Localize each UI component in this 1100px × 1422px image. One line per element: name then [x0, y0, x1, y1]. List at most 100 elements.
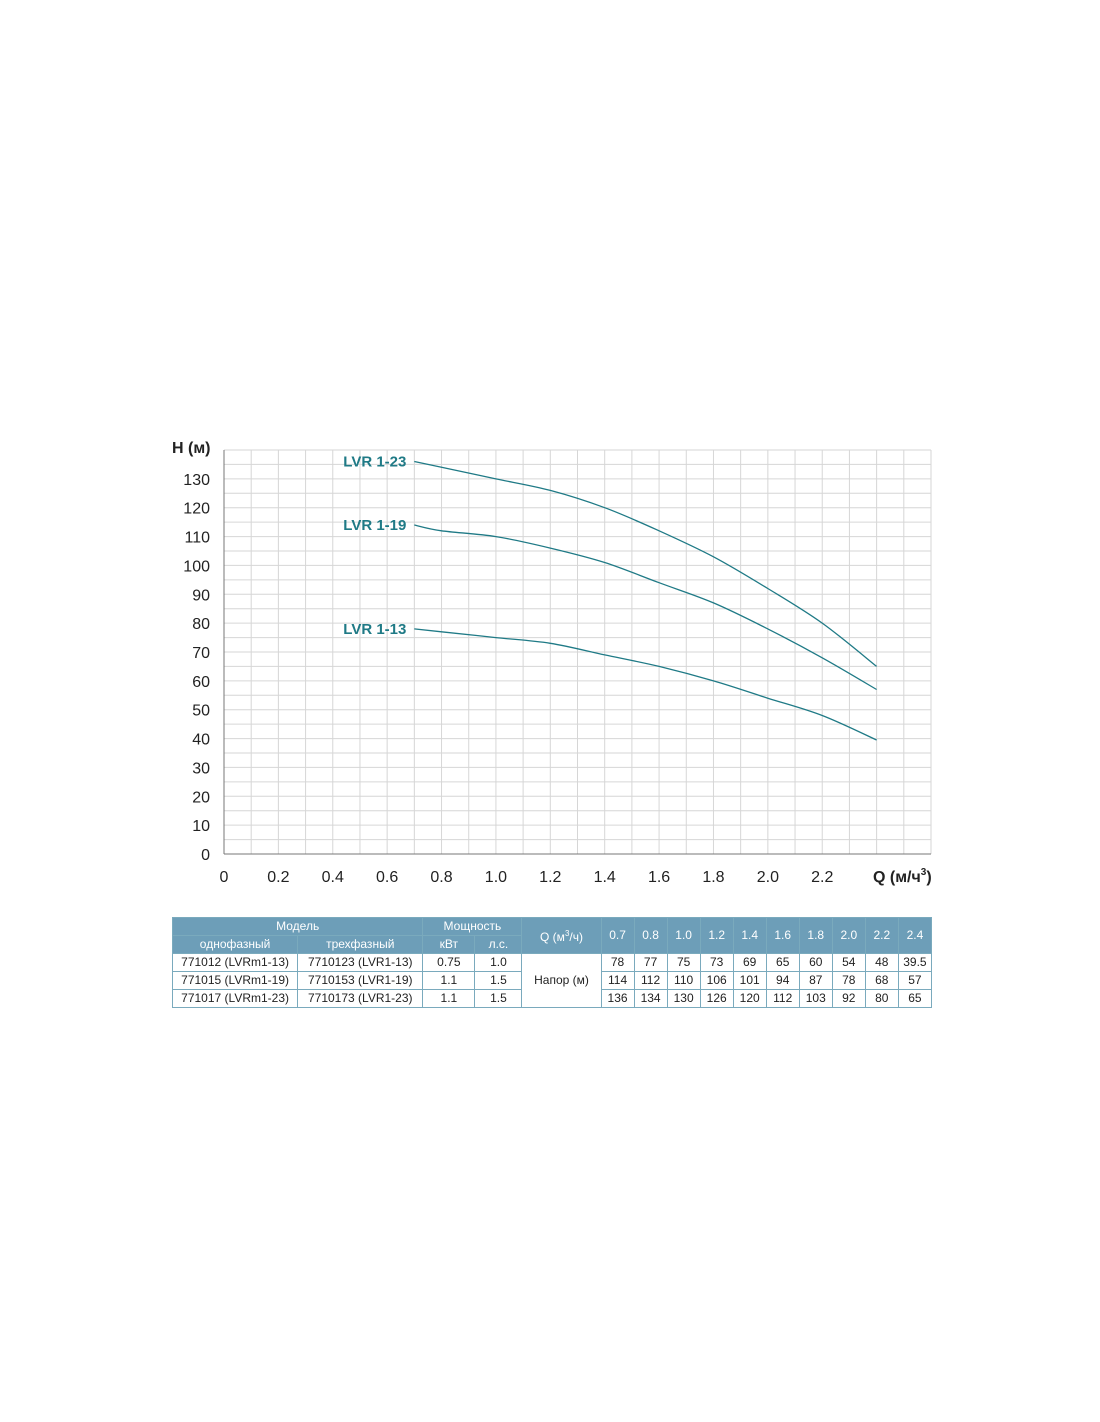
x-axis-title: Q (м/ч3): [873, 867, 932, 886]
kw-header: кВт: [422, 935, 476, 954]
head-value: 78: [600, 953, 635, 972]
y-tick-label: 130: [183, 472, 210, 489]
x-tick-label: 0.8: [430, 869, 452, 886]
x-tick-labels: 0 0.2 0.4 0.6 0.8 1.0 1.2 1.4 1.6 1.8 2.0 2.2: [220, 869, 834, 886]
flow-value-header: 1.2: [699, 917, 734, 954]
three-phase-header: трехфазный: [297, 935, 424, 954]
y-tick-label: 10: [192, 818, 210, 835]
head-value: 77: [633, 953, 668, 972]
y-tick-label: 90: [192, 587, 210, 604]
x-tick-label: 1.6: [648, 869, 670, 886]
head-value: 103: [798, 989, 833, 1008]
x-tick-label: 1.4: [594, 869, 616, 886]
series-curves: [414, 460, 878, 741]
y-tick-label: 20: [192, 789, 210, 806]
x-tick-label: 2.0: [757, 869, 779, 886]
head-value: 80: [864, 989, 899, 1008]
x-tick-label: 0.4: [322, 869, 344, 886]
y-tick-label: 50: [192, 703, 210, 720]
y-tick-label: 100: [183, 558, 210, 575]
x-tick-label: 1.2: [539, 869, 561, 886]
head-value: 112: [633, 971, 668, 990]
y-tick-label: 70: [192, 645, 210, 662]
single-phase-model: 771012 (LVRm1-13): [171, 953, 299, 972]
flow-value-header: 2.4: [897, 917, 933, 954]
head-value: 54: [831, 953, 866, 972]
head-value: 120: [732, 989, 767, 1008]
flow-header: Q (м3/ч): [521, 917, 602, 954]
head-value: 130: [666, 989, 701, 1008]
head-value: 65: [765, 953, 800, 972]
table-row: 771015 (LVRm1-19) 7710153 (LVR1-19) 1.1 …: [171, 971, 933, 990]
flow-value-header: 1.6: [765, 917, 800, 954]
flow-value-header: 1.4: [732, 917, 767, 954]
head-value: 87: [798, 971, 833, 990]
single-phase-model: 771015 (LVRm1-19): [171, 971, 299, 990]
series-line: [414, 524, 877, 691]
y-tick-label: 60: [192, 674, 210, 691]
x-tick-label: 2.2: [811, 869, 833, 886]
y-tick-label: 80: [192, 616, 210, 633]
y-tick-label: 40: [192, 732, 210, 749]
flow-value-header: 2.0: [831, 917, 866, 954]
three-phase-model: 7710153 (LVR1-19): [297, 971, 424, 990]
head-value: 73: [699, 953, 734, 972]
y-tick-label: 110: [184, 530, 210, 547]
head-value: 78: [831, 971, 866, 990]
flow-value-header: 1.8: [798, 917, 833, 954]
x-tick-label: 0: [220, 869, 229, 886]
hp-header: л.с.: [474, 935, 523, 954]
power-kw: 0.75: [422, 953, 476, 972]
y-axis-title: H (м): [172, 440, 211, 457]
head-value: 75: [666, 953, 701, 972]
head-value: 69: [732, 953, 767, 972]
y-tick-label: 120: [183, 501, 210, 518]
power-kw: 1.1: [422, 971, 476, 990]
series-line: [414, 460, 878, 667]
table-row: 771012 (LVRm1-13) 7710123 (LVR1-13) 0.75…: [171, 953, 933, 972]
x-tick-label: 1.8: [702, 869, 724, 886]
y-tick-labels: 0 10 20 30 40 50 60 70 80 90 100 110 120 130: [183, 472, 210, 864]
flow-value-header: 0.8: [633, 917, 668, 954]
head-value: 134: [633, 989, 668, 1008]
head-value: 114: [600, 971, 635, 990]
three-phase-model: 7710123 (LVR1-13): [297, 953, 424, 972]
power-header: Мощность: [422, 917, 523, 936]
x-tick-label: 1.0: [485, 869, 507, 886]
head-value: 101: [732, 971, 767, 990]
x-tick-label: 0.6: [376, 869, 398, 886]
head-value: 112: [765, 989, 800, 1008]
head-value: 68: [864, 971, 899, 990]
single-phase-header: однофазный: [171, 935, 299, 954]
pump-spec-table: Модель Мощность Q (м3/ч) 0.7 0.8 1.0 1.2…: [171, 917, 933, 1008]
head-value: 57: [897, 971, 933, 990]
chart-axes: [223, 450, 931, 855]
head-value: 65: [897, 989, 933, 1008]
head-value: 110: [666, 971, 701, 990]
series-label: LVR 1-23: [343, 454, 406, 471]
y-tick-label: 30: [192, 760, 210, 777]
table-row: 771017 (LVRm1-23) 7710173 (LVR1-23) 1.1 …: [171, 989, 933, 1008]
single-phase-model: 771017 (LVRm1-23): [171, 989, 299, 1008]
head-value: 48: [864, 953, 899, 972]
power-hp: 1.5: [474, 971, 523, 990]
head-value: 126: [699, 989, 734, 1008]
y-tick-label: 0: [201, 847, 210, 864]
head-value: 106: [699, 971, 734, 990]
blank-cell: [521, 989, 602, 1008]
flow-value-header: 1.0: [666, 917, 701, 954]
head-label: Напор (м): [521, 971, 602, 990]
x-tick-label: 0.2: [267, 869, 289, 886]
series-labels: LVR 1-23 LVR 1-19 LVR 1-13: [343, 454, 406, 638]
power-kw: 1.1: [422, 989, 476, 1008]
series-label: LVR 1-19: [343, 517, 406, 534]
head-value: 92: [831, 989, 866, 1008]
flow-value-header: 2.2: [864, 917, 899, 954]
head-value: 136: [600, 989, 635, 1008]
head-value: 94: [765, 971, 800, 990]
series-label: LVR 1-13: [343, 621, 406, 638]
series-line: [414, 628, 877, 741]
chart-grid: [224, 449, 932, 854]
flow-value-header: 0.7: [600, 917, 635, 954]
